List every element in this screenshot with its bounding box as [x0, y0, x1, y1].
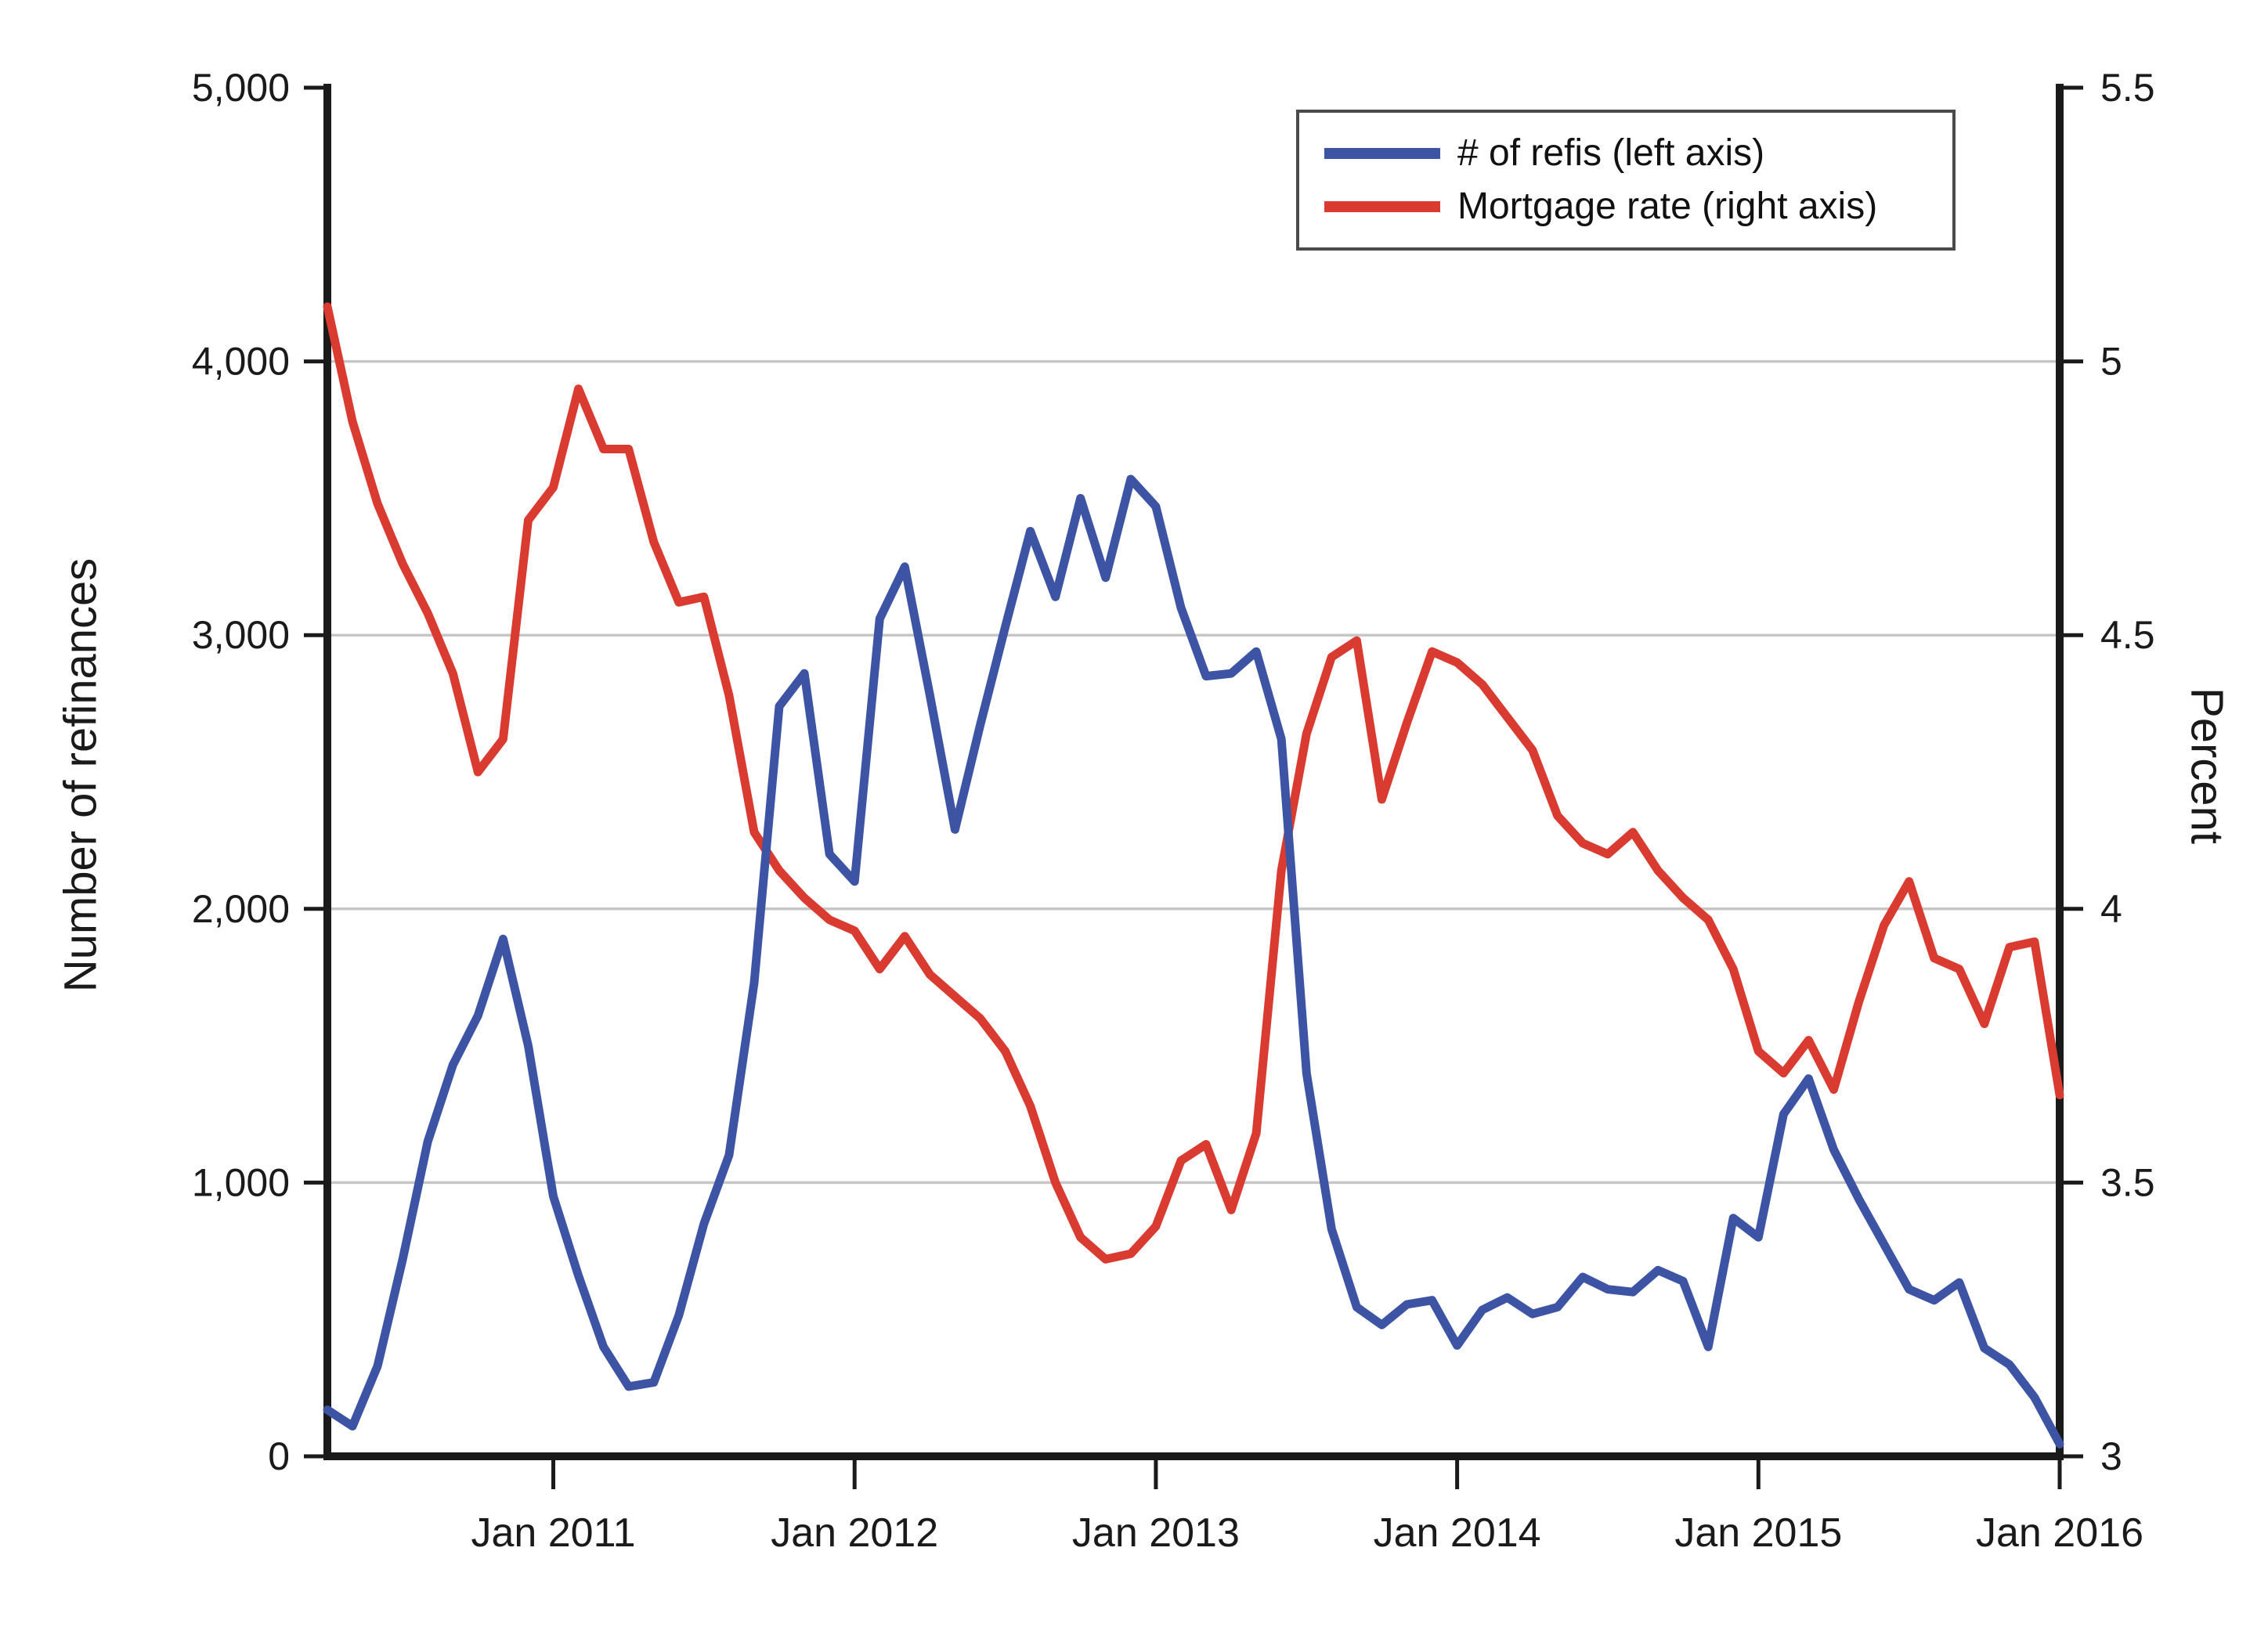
left-axis-tick-label: 4,000	[192, 340, 290, 384]
legend-label-mortgage-rate: Mortgage rate (right axis)	[1457, 186, 1878, 227]
right-axis-tick-label: 5.5	[2100, 66, 2155, 110]
x-axis-tick-label: Jan 2013	[1072, 1510, 1240, 1556]
mortgage-rate-line-swatch	[1324, 201, 1440, 212]
right-axis-tick-label: 4	[2100, 887, 2122, 931]
right-axis-tick-label: 5	[2100, 340, 2122, 384]
left-axis-tick-label: 0	[268, 1434, 290, 1478]
refis-line	[323, 474, 2064, 1448]
refis-line-swatch	[1324, 148, 1440, 159]
legend-label-refis: # of refis (left axis)	[1457, 132, 1765, 174]
right-axis-tick-label: 3	[2100, 1434, 2122, 1478]
legend-item-refis: # of refis (left axis)	[1324, 135, 1952, 172]
left-axis-tick-label: 1,000	[192, 1160, 290, 1204]
x-axis-tick-label: Jan 2014	[1374, 1510, 1541, 1556]
left-axis-title: Number of refinances	[55, 557, 107, 993]
left-axis-tick-label: 3,000	[192, 613, 290, 657]
left-axis-tick-label: 2,000	[192, 887, 290, 931]
right-axis-tick-label: 4.5	[2100, 613, 2155, 657]
legend-item-mortgage-rate: Mortgage rate (right axis)	[1324, 188, 1952, 225]
x-axis-tick-label: Jan 2015	[1674, 1510, 1842, 1556]
x-axis-tick-label: Jan 2016	[1976, 1510, 2143, 1556]
legend: # of refis (left axis) Mortgage rate (ri…	[1296, 110, 1956, 251]
left-axis-tick-label: 5,000	[192, 66, 290, 110]
x-axis-tick-label: Jan 2011	[471, 1510, 635, 1556]
mortgage-rate-line	[323, 302, 2064, 1264]
right-axis-tick-label: 3.5	[2100, 1160, 2155, 1204]
x-axis-tick-label: Jan 2012	[771, 1510, 938, 1556]
right-axis-title: Percent	[2181, 687, 2233, 844]
